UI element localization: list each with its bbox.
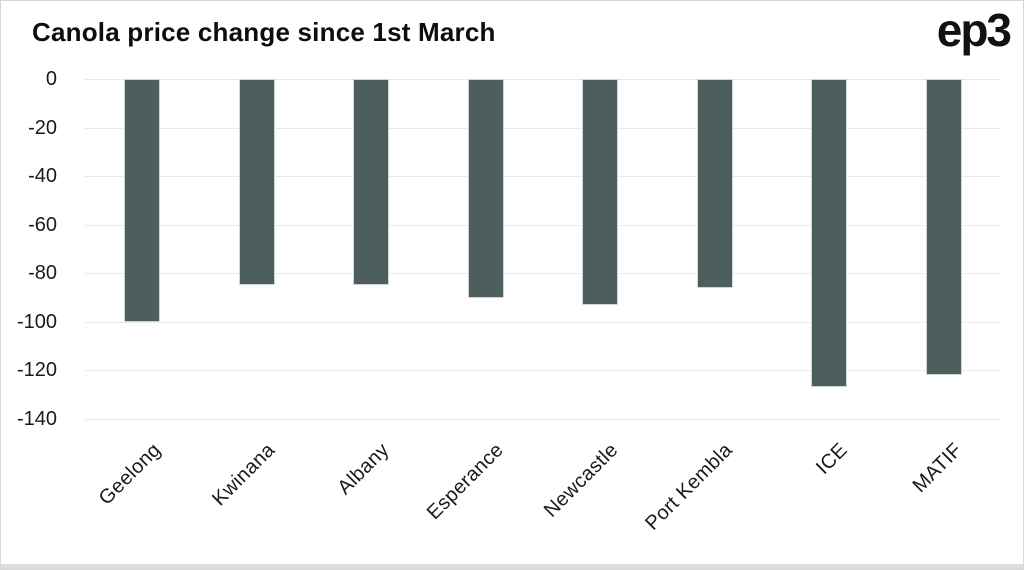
- y-axis-tick-label: -80: [28, 262, 57, 285]
- x-axis-tick-label: Albany: [333, 439, 394, 500]
- x-axis-tick-label: Kwinana: [208, 439, 280, 511]
- x-axis-tick-label: Port Kembla: [641, 439, 738, 535]
- bar-geelong: [124, 79, 161, 322]
- x-axis-tick-label: Esperance: [423, 439, 509, 525]
- y-gridline: [85, 79, 1001, 80]
- x-axis-tick-label: Geelong: [94, 439, 165, 510]
- y-axis-tick-label: -40: [28, 165, 57, 188]
- ep3-logo: ep3: [936, 4, 1012, 56]
- y-gridline: [85, 370, 1001, 372]
- bar-newcastle: [582, 79, 619, 305]
- y-axis-tick-label: -140: [16, 407, 57, 430]
- y-gridline: [85, 273, 1001, 275]
- y-axis-tick-label: -60: [28, 213, 57, 236]
- x-axis-tick-label: MATIF: [908, 439, 967, 497]
- bar-matif: [925, 79, 962, 376]
- chart-title: Canola price change since 1st March: [32, 17, 496, 47]
- y-gridline: [85, 224, 1001, 226]
- y-axis-tick-label: -100: [16, 310, 57, 333]
- y-gridline: [85, 176, 1001, 178]
- bar-kwinana: [238, 79, 275, 286]
- y-gridline: [85, 321, 1001, 323]
- x-axis-tick-label: ICE: [812, 439, 852, 479]
- bar-port-kembla: [696, 79, 733, 288]
- y-axis-tick-label: -120: [16, 359, 57, 382]
- y-gridline: [85, 127, 1001, 129]
- y-axis-tick-label: 0: [45, 68, 57, 90]
- bar-ice: [811, 79, 848, 388]
- bar-albany: [353, 79, 390, 286]
- bar-esperance: [467, 79, 504, 298]
- bottom-border-strip: [1, 564, 1023, 569]
- x-axis-tick-label: Newcastle: [540, 439, 623, 522]
- y-axis-tick-label: -20: [28, 116, 57, 139]
- y-gridline: [85, 418, 1001, 420]
